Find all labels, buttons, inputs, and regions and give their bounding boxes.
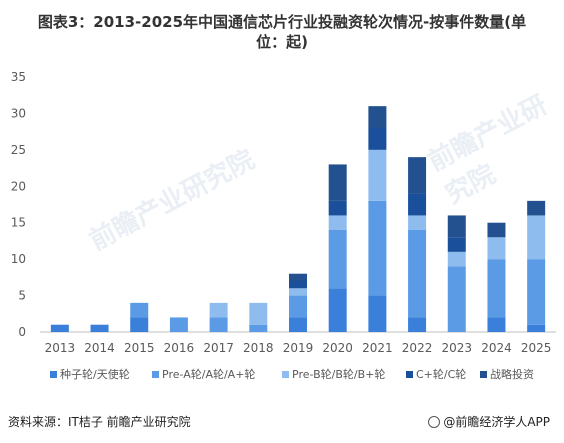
bar-segment xyxy=(368,200,387,296)
x-tick-label: 2024 xyxy=(481,341,512,355)
legend-label: C+轮/C轮 xyxy=(416,367,466,381)
x-tick-label: 2014 xyxy=(84,341,115,355)
bar-segment xyxy=(447,237,466,252)
legend-swatch xyxy=(152,371,159,378)
bar-segment xyxy=(209,302,228,318)
bar-segment xyxy=(328,164,347,201)
chart-title: 图表3：2013-2025年中国通信芯片行业投融资轮次情况-按事件数量(单 位：… xyxy=(37,13,527,51)
x-tick-label: 2017 xyxy=(203,341,234,355)
y-tick-label: 10 xyxy=(11,252,26,266)
x-tick-label: 2018 xyxy=(243,341,274,355)
bar-segment xyxy=(408,193,427,216)
legend-label: 种子轮/天使轮 xyxy=(60,367,130,381)
source-note: 资料来源：IT桔子 前瞻产业研究院 xyxy=(8,415,191,429)
y-tick-label: 20 xyxy=(11,179,26,193)
legend-label: Pre-B轮/B轮/B+轮 xyxy=(292,367,385,381)
bar-segment xyxy=(289,317,307,332)
legend-swatch xyxy=(282,371,289,378)
bar-segment xyxy=(328,200,347,216)
bar-segment xyxy=(289,281,307,289)
bar-segment xyxy=(487,259,506,318)
brand-logo-icon xyxy=(428,416,441,428)
x-tick-label: 2025 xyxy=(521,341,552,355)
legend-swatch xyxy=(480,371,487,378)
bar-segment xyxy=(328,230,347,289)
y-tick-label: 15 xyxy=(11,216,26,230)
legend-label: Pre-A轮/A轮/A+轮 xyxy=(162,367,255,381)
bar-segment xyxy=(368,128,387,150)
bar-segment xyxy=(408,157,427,194)
legend-label: 战略投资 xyxy=(490,367,534,381)
bar-segment xyxy=(289,288,307,296)
bar-segment xyxy=(447,251,466,267)
x-tick-label: 2013 xyxy=(45,341,76,355)
bar-segment xyxy=(130,317,149,332)
legend-swatch xyxy=(50,371,57,378)
bar-segment xyxy=(169,317,188,332)
bar-segment xyxy=(368,106,387,128)
x-tick-label: 2020 xyxy=(322,341,353,355)
bar-segment xyxy=(209,317,228,332)
bar-segment xyxy=(527,200,546,216)
x-tick-label: 2021 xyxy=(362,341,393,355)
bar-segment xyxy=(408,317,427,332)
x-tick-label: 2022 xyxy=(402,341,433,355)
bar-segment xyxy=(249,324,268,332)
x-tick-label: 2015 xyxy=(124,341,155,355)
legend-swatch xyxy=(406,371,413,378)
bar-segment xyxy=(408,230,427,318)
bar-segment xyxy=(289,273,307,281)
bar-segment xyxy=(408,215,427,230)
x-tick-label: 2019 xyxy=(283,341,314,355)
bar-segment xyxy=(368,149,387,201)
x-tick-label: 2016 xyxy=(164,341,195,355)
y-tick-label: 0 xyxy=(18,325,26,339)
bar-segment xyxy=(328,288,347,332)
bar-segment xyxy=(50,324,69,332)
bar-segment xyxy=(487,317,506,332)
y-tick-label: 5 xyxy=(18,289,26,303)
bar-segment xyxy=(487,237,506,260)
bar-segment xyxy=(447,215,466,238)
y-tick-label: 30 xyxy=(11,106,26,120)
bar-segment xyxy=(368,295,387,332)
brand-note: @前瞻经济学人APP xyxy=(428,413,550,430)
y-tick-label: 35 xyxy=(11,70,26,84)
bar-segment xyxy=(328,215,347,230)
bar-segment xyxy=(90,324,109,332)
bar-segment xyxy=(249,302,268,325)
brand-text: @前瞻经济学人APP xyxy=(443,415,550,429)
bar-segment xyxy=(487,222,506,238)
bar-segment xyxy=(289,295,307,318)
y-tick-label: 25 xyxy=(11,143,26,157)
bar-segment xyxy=(447,266,466,332)
bar-segment xyxy=(527,259,546,325)
bar-segment xyxy=(527,215,546,260)
bar-segment xyxy=(130,302,149,318)
x-tick-label: 2023 xyxy=(441,341,472,355)
bar-segment xyxy=(527,324,546,332)
